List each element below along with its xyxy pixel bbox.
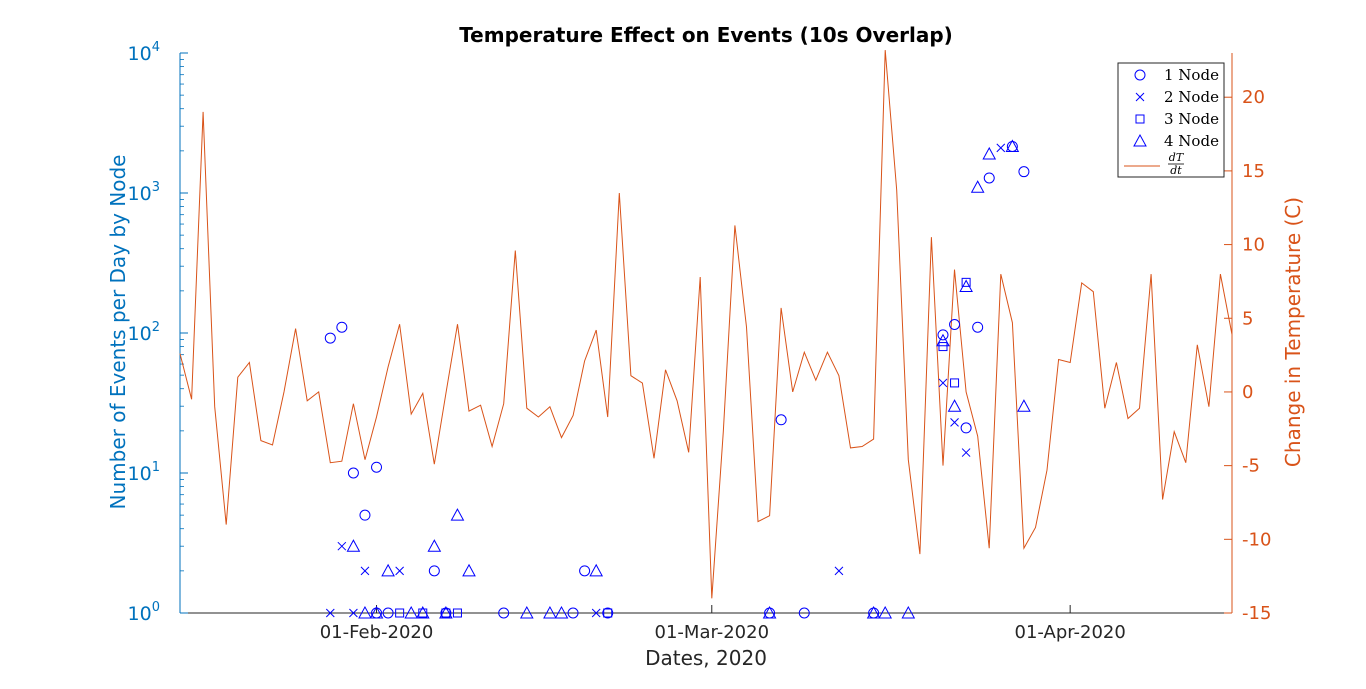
- point-4-node: [878, 605, 893, 619]
- left-tick-label: 101: [128, 460, 160, 485]
- point-3-node: [441, 608, 451, 618]
- point-2-node: [360, 566, 370, 576]
- point-3-node: [961, 277, 971, 287]
- right-tick-label: -15: [1242, 603, 1271, 624]
- point-4-node: [866, 605, 881, 619]
- point-4-node: [543, 605, 557, 619]
- point-1-node: [347, 467, 359, 479]
- point-2-node: [325, 608, 335, 618]
- point-2-node: [591, 608, 601, 618]
- point-2-node: [996, 143, 1006, 153]
- plot-area: 100 101 102 103 104 -15 -10 -5 0 5 10 15 20 01-Feb-20…: [128, 40, 1272, 643]
- point-1-node: [336, 321, 348, 333]
- point-4-node: [427, 539, 442, 552]
- point-4-node: [346, 539, 361, 552]
- point-2-node: [349, 608, 358, 618]
- point-1-node: [983, 172, 995, 184]
- point-4-node: [404, 605, 419, 619]
- series-dtdt-line: [179, 50, 1233, 599]
- legend-label-numerator: dT: [1169, 151, 1185, 164]
- right-tick-label: -10: [1242, 529, 1271, 550]
- point-3-node: [395, 608, 405, 618]
- point-4-node: [1005, 139, 1020, 152]
- point-2-node: [938, 378, 948, 388]
- point-4-node: [439, 605, 453, 619]
- point-4-node: [959, 279, 973, 292]
- point-1-node: [567, 607, 579, 619]
- right-tick-label: 15: [1242, 161, 1265, 182]
- point-4-node: [381, 563, 395, 577]
- point-1-node: [498, 607, 510, 619]
- point-4-node: [936, 333, 950, 347]
- legend-label: 3 Node: [1164, 110, 1219, 128]
- point-1-node: [428, 565, 440, 577]
- point-4-node: [519, 605, 534, 619]
- point-3-node: [603, 608, 613, 618]
- point-1-node: [382, 607, 394, 619]
- x-tick-label: 01-Apr-2020: [1015, 622, 1126, 643]
- right-tick-label: 20: [1242, 87, 1265, 108]
- point-4-node: [450, 508, 465, 521]
- legend-label: 1 Node: [1164, 66, 1219, 84]
- point-4-node: [462, 563, 476, 577]
- point-1-node: [602, 607, 614, 619]
- point-1-node: [949, 319, 961, 331]
- point-2-node: [395, 566, 405, 576]
- point-4-node: [947, 399, 962, 412]
- left-tick-label: 103: [128, 180, 160, 205]
- point-1-node: [359, 509, 371, 521]
- point-4-node: [762, 605, 777, 619]
- legend-label-denominator: dt: [1170, 164, 1182, 177]
- point-2-node: [950, 418, 959, 427]
- left-tick-label: 102: [128, 320, 160, 345]
- point-4-node: [415, 605, 430, 619]
- point-3-node: [418, 608, 428, 618]
- left-tick-label: 104: [128, 40, 160, 65]
- point-4-node: [1017, 399, 1031, 412]
- left-tick-label: 100: [128, 600, 160, 625]
- point-2-node: [961, 448, 971, 457]
- right-tick-label: 5: [1242, 308, 1253, 329]
- point-1-node: [1018, 166, 1030, 178]
- legend-marker-triangle: [1133, 133, 1147, 147]
- x-tick-label: 01-Feb-2020: [320, 622, 434, 643]
- point-3-node: [938, 342, 948, 352]
- point-1-node: [775, 414, 787, 426]
- point-4-node: [901, 605, 916, 619]
- point-3-node: [452, 608, 462, 618]
- point-4-node: [982, 146, 997, 160]
- point-1-node: [937, 329, 949, 341]
- point-3-node: [950, 378, 960, 388]
- right-tick-label: -5: [1242, 456, 1260, 477]
- point-4-node: [589, 563, 604, 577]
- point-1-node: [579, 565, 591, 577]
- point-4-node: [358, 605, 372, 619]
- point-2-node: [337, 541, 347, 551]
- point-4-node: [970, 180, 985, 193]
- point-2-node: [834, 566, 844, 576]
- legend-marker-x: [1135, 92, 1145, 102]
- point-4-node: [369, 605, 384, 619]
- legend-label: 2 Node: [1164, 88, 1219, 106]
- left-axis-label: Number of Events per Day by Node: [106, 155, 130, 510]
- x-axis-label: Dates, 2020: [645, 646, 767, 670]
- right-tick-label: 10: [1242, 235, 1265, 256]
- point-1-node: [324, 332, 336, 344]
- right-tick-label: 0: [1242, 382, 1253, 403]
- point-1-node: [960, 422, 972, 434]
- legend-marker-square: [1135, 114, 1145, 124]
- x-tick-label: 01-Mar-2020: [655, 622, 770, 643]
- point-1-node: [972, 321, 984, 333]
- legend-label: 4 Node: [1164, 132, 1219, 150]
- point-4-node: [554, 605, 569, 619]
- right-axis-label: Change in Temperature (C): [1281, 197, 1305, 467]
- legend-marker-circle: [1134, 69, 1146, 81]
- chart-title: Temperature Effect on Events (10s Overla…: [459, 23, 953, 47]
- point-1-node: [798, 607, 810, 619]
- point-1-node: [371, 461, 383, 473]
